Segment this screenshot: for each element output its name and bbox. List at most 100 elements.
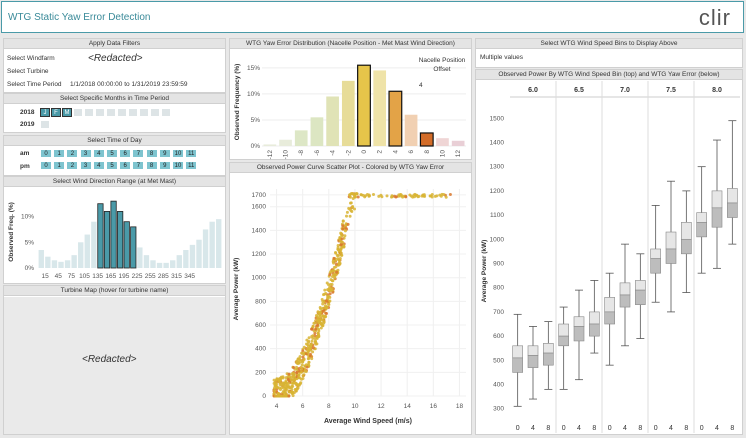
filters-title: Apply Data Filters <box>4 39 225 49</box>
hour-cell-pm[interactable]: 8 <box>145 161 158 170</box>
month-cell[interactable]: J <box>40 108 50 117</box>
scatter-point <box>442 193 446 196</box>
yaw-distribution-title: WTG Yaw Error Distribution (Nacelle Posi… <box>230 39 471 49</box>
month-cell[interactable] <box>95 108 105 117</box>
yaw-xtick: -10 <box>283 150 290 160</box>
month-cell[interactable] <box>161 108 171 117</box>
scatter-panel: Observed Power Curve Scatter Plot - Colo… <box>229 162 472 435</box>
month-cell[interactable] <box>84 108 94 117</box>
scatter-point <box>314 327 318 331</box>
scatter-point <box>308 354 312 358</box>
scatter-point <box>448 193 452 196</box>
power-boxplot-chart[interactable]: Average Power (kW) 1500 1400 1300 1200 1100 10… <box>476 81 742 435</box>
scatter-point <box>272 381 276 385</box>
month-cell[interactable] <box>139 108 149 117</box>
windfarm-label: Select Windfarm <box>7 55 55 62</box>
hour-cell-am[interactable]: 6 <box>119 149 132 158</box>
hour-cell-am[interactable]: 5 <box>106 149 118 158</box>
power-curve-scatter-chart[interactable]: Average Power (kW)1700160014001200100080… <box>230 174 471 435</box>
box-lower <box>727 202 738 218</box>
hour-cell-pm[interactable]: 9 <box>158 161 171 170</box>
hour-cell-am[interactable]: 7 <box>132 149 145 158</box>
hour-cell-pm[interactable]: 11 <box>185 161 198 170</box>
scatter-point <box>319 326 323 330</box>
hour-cell-pm[interactable]: 3 <box>79 161 92 170</box>
turbine-label: Select Turbine <box>7 68 49 75</box>
month-cell[interactable] <box>106 108 116 117</box>
hour-cell-pm[interactable]: 10 <box>172 161 184 170</box>
month-cell[interactable]: F <box>51 108 61 117</box>
hour-cell-am[interactable]: 2 <box>66 149 79 158</box>
scatter-point <box>340 234 344 238</box>
hour-cell-pm[interactable]: 0 <box>40 161 52 170</box>
wind-dir-bar <box>137 247 143 268</box>
windfarm-select[interactable]: <Redacted> <box>88 53 143 64</box>
dashboard-title: WTG Static Yaw Error Detection <box>8 12 151 23</box>
bins-select[interactable]: Multiple values <box>480 54 523 61</box>
yaw-bar <box>436 138 449 146</box>
month-cell[interactable] <box>40 120 50 129</box>
month-cell[interactable] <box>73 108 83 117</box>
scatter-point <box>304 370 308 374</box>
yaw-distribution-chart[interactable]: Observed Frequency (%) 15% 10% 5% 0% -12 -10 -8… <box>230 50 471 160</box>
hour-cell-am[interactable]: 4 <box>92 149 105 158</box>
hour-cell-pm[interactable]: 7 <box>132 161 145 170</box>
box-ytick: 1400 <box>490 139 505 146</box>
hour-cell-am[interactable]: 9 <box>158 149 171 158</box>
scatter-point <box>336 244 340 247</box>
hour-cell-pm[interactable]: 5 <box>106 161 118 170</box>
scatter-point <box>348 193 352 197</box>
hour-cell-am[interactable]: 1 <box>53 149 66 158</box>
box-upper <box>650 248 661 259</box>
turbine-map[interactable] <box>4 297 225 434</box>
scatter-point <box>365 193 369 196</box>
scatter-point <box>316 319 319 323</box>
scatter-point <box>301 374 305 378</box>
hour-cell-pm[interactable]: 6 <box>119 161 132 170</box>
hour-cell-am[interactable]: 11 <box>185 149 198 158</box>
scatter-point <box>444 195 448 199</box>
hour-cell-pm[interactable]: 2 <box>66 161 79 170</box>
scatter-point <box>272 378 276 382</box>
scatter-point <box>320 324 324 327</box>
wind-direction-title: Select Wind Direction Range (at Met Mast… <box>4 177 225 187</box>
scatter-xtick: 16 <box>430 403 438 410</box>
hour-cell-pm[interactable]: 1 <box>53 161 66 170</box>
hour-cell-am[interactable]: 8 <box>145 149 158 158</box>
hour-cell-am[interactable]: 10 <box>172 149 184 158</box>
boxplot-title: Observed Power By WTG Wind Speed Bin (to… <box>476 70 742 80</box>
wind-dir-xtick: 45 <box>55 273 63 280</box>
scatter-point <box>307 348 311 352</box>
wind-dir-bar <box>183 250 189 268</box>
month-cell[interactable]: M <box>62 108 72 117</box>
wind-dir-xtick: 285 <box>158 273 169 280</box>
scatter-point <box>311 324 315 328</box>
hour-cell-am[interactable]: 0 <box>40 149 52 158</box>
scatter-point <box>275 385 279 389</box>
box-xtick: 0 <box>608 425 612 432</box>
clir-logo: clir <box>698 5 731 30</box>
months-panel: Select Specific Months in Time Period 20… <box>3 93 226 133</box>
scatter-point <box>291 394 295 398</box>
hour-cell-pm[interactable]: 4 <box>92 161 105 170</box>
box-xtick: 4 <box>669 425 673 432</box>
month-cell[interactable] <box>150 108 160 117</box>
hour-cell-am[interactable]: 3 <box>79 149 92 158</box>
month-cell[interactable] <box>117 108 127 117</box>
month-cell[interactable] <box>128 108 138 117</box>
scatter-point <box>287 394 291 398</box>
scatter-point <box>321 306 325 310</box>
box-ytick: 1200 <box>490 188 505 195</box>
wind-dir-xtick: 255 <box>145 273 156 280</box>
time-period-value[interactable]: 1/1/2018 00:00:00 to 1/31/2019 23:59:59 <box>70 81 188 88</box>
scatter-point <box>336 246 340 250</box>
scatter-point <box>326 295 330 299</box>
scatter-point <box>284 394 288 398</box>
scatter-point <box>287 372 291 376</box>
scatter-point <box>307 356 311 360</box>
wind-direction-chart[interactable]: Observed Freq. (%) 10% 5% 0% 15 45 75 105 135 165… <box>4 188 225 284</box>
wind-dir-bar <box>143 255 150 268</box>
scatter-point <box>278 381 282 385</box>
scatter-point <box>294 381 298 385</box>
wind-dir-xtick: 165 <box>105 273 116 280</box>
